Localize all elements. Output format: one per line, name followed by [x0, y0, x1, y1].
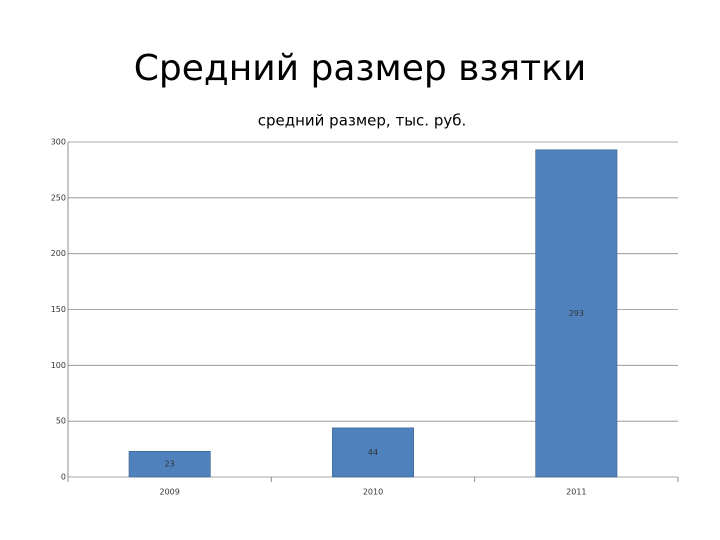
y-tick-label: 250 — [51, 193, 66, 202]
data-label: 23 — [165, 460, 175, 469]
y-tick-label: 100 — [51, 361, 66, 370]
data-label: 293 — [569, 309, 584, 318]
bar — [535, 149, 618, 478]
y-tick-label: 150 — [51, 305, 66, 314]
x-tick-label: 2011 — [566, 488, 586, 497]
chart-title: средний размер, тыс. руб. — [258, 112, 467, 130]
y-tick-label: 200 — [51, 249, 66, 258]
y-tick-label: 300 — [51, 138, 66, 147]
y-tick-label: 0 — [61, 473, 66, 482]
bar — [128, 451, 211, 478]
y-tick-label: 50 — [56, 417, 66, 426]
x-tick-label: 2010 — [363, 488, 383, 497]
x-tick-label: 2009 — [159, 488, 179, 497]
slide-title: Средний размер взятки — [134, 48, 587, 89]
data-label: 44 — [368, 448, 378, 457]
bar — [332, 427, 414, 478]
